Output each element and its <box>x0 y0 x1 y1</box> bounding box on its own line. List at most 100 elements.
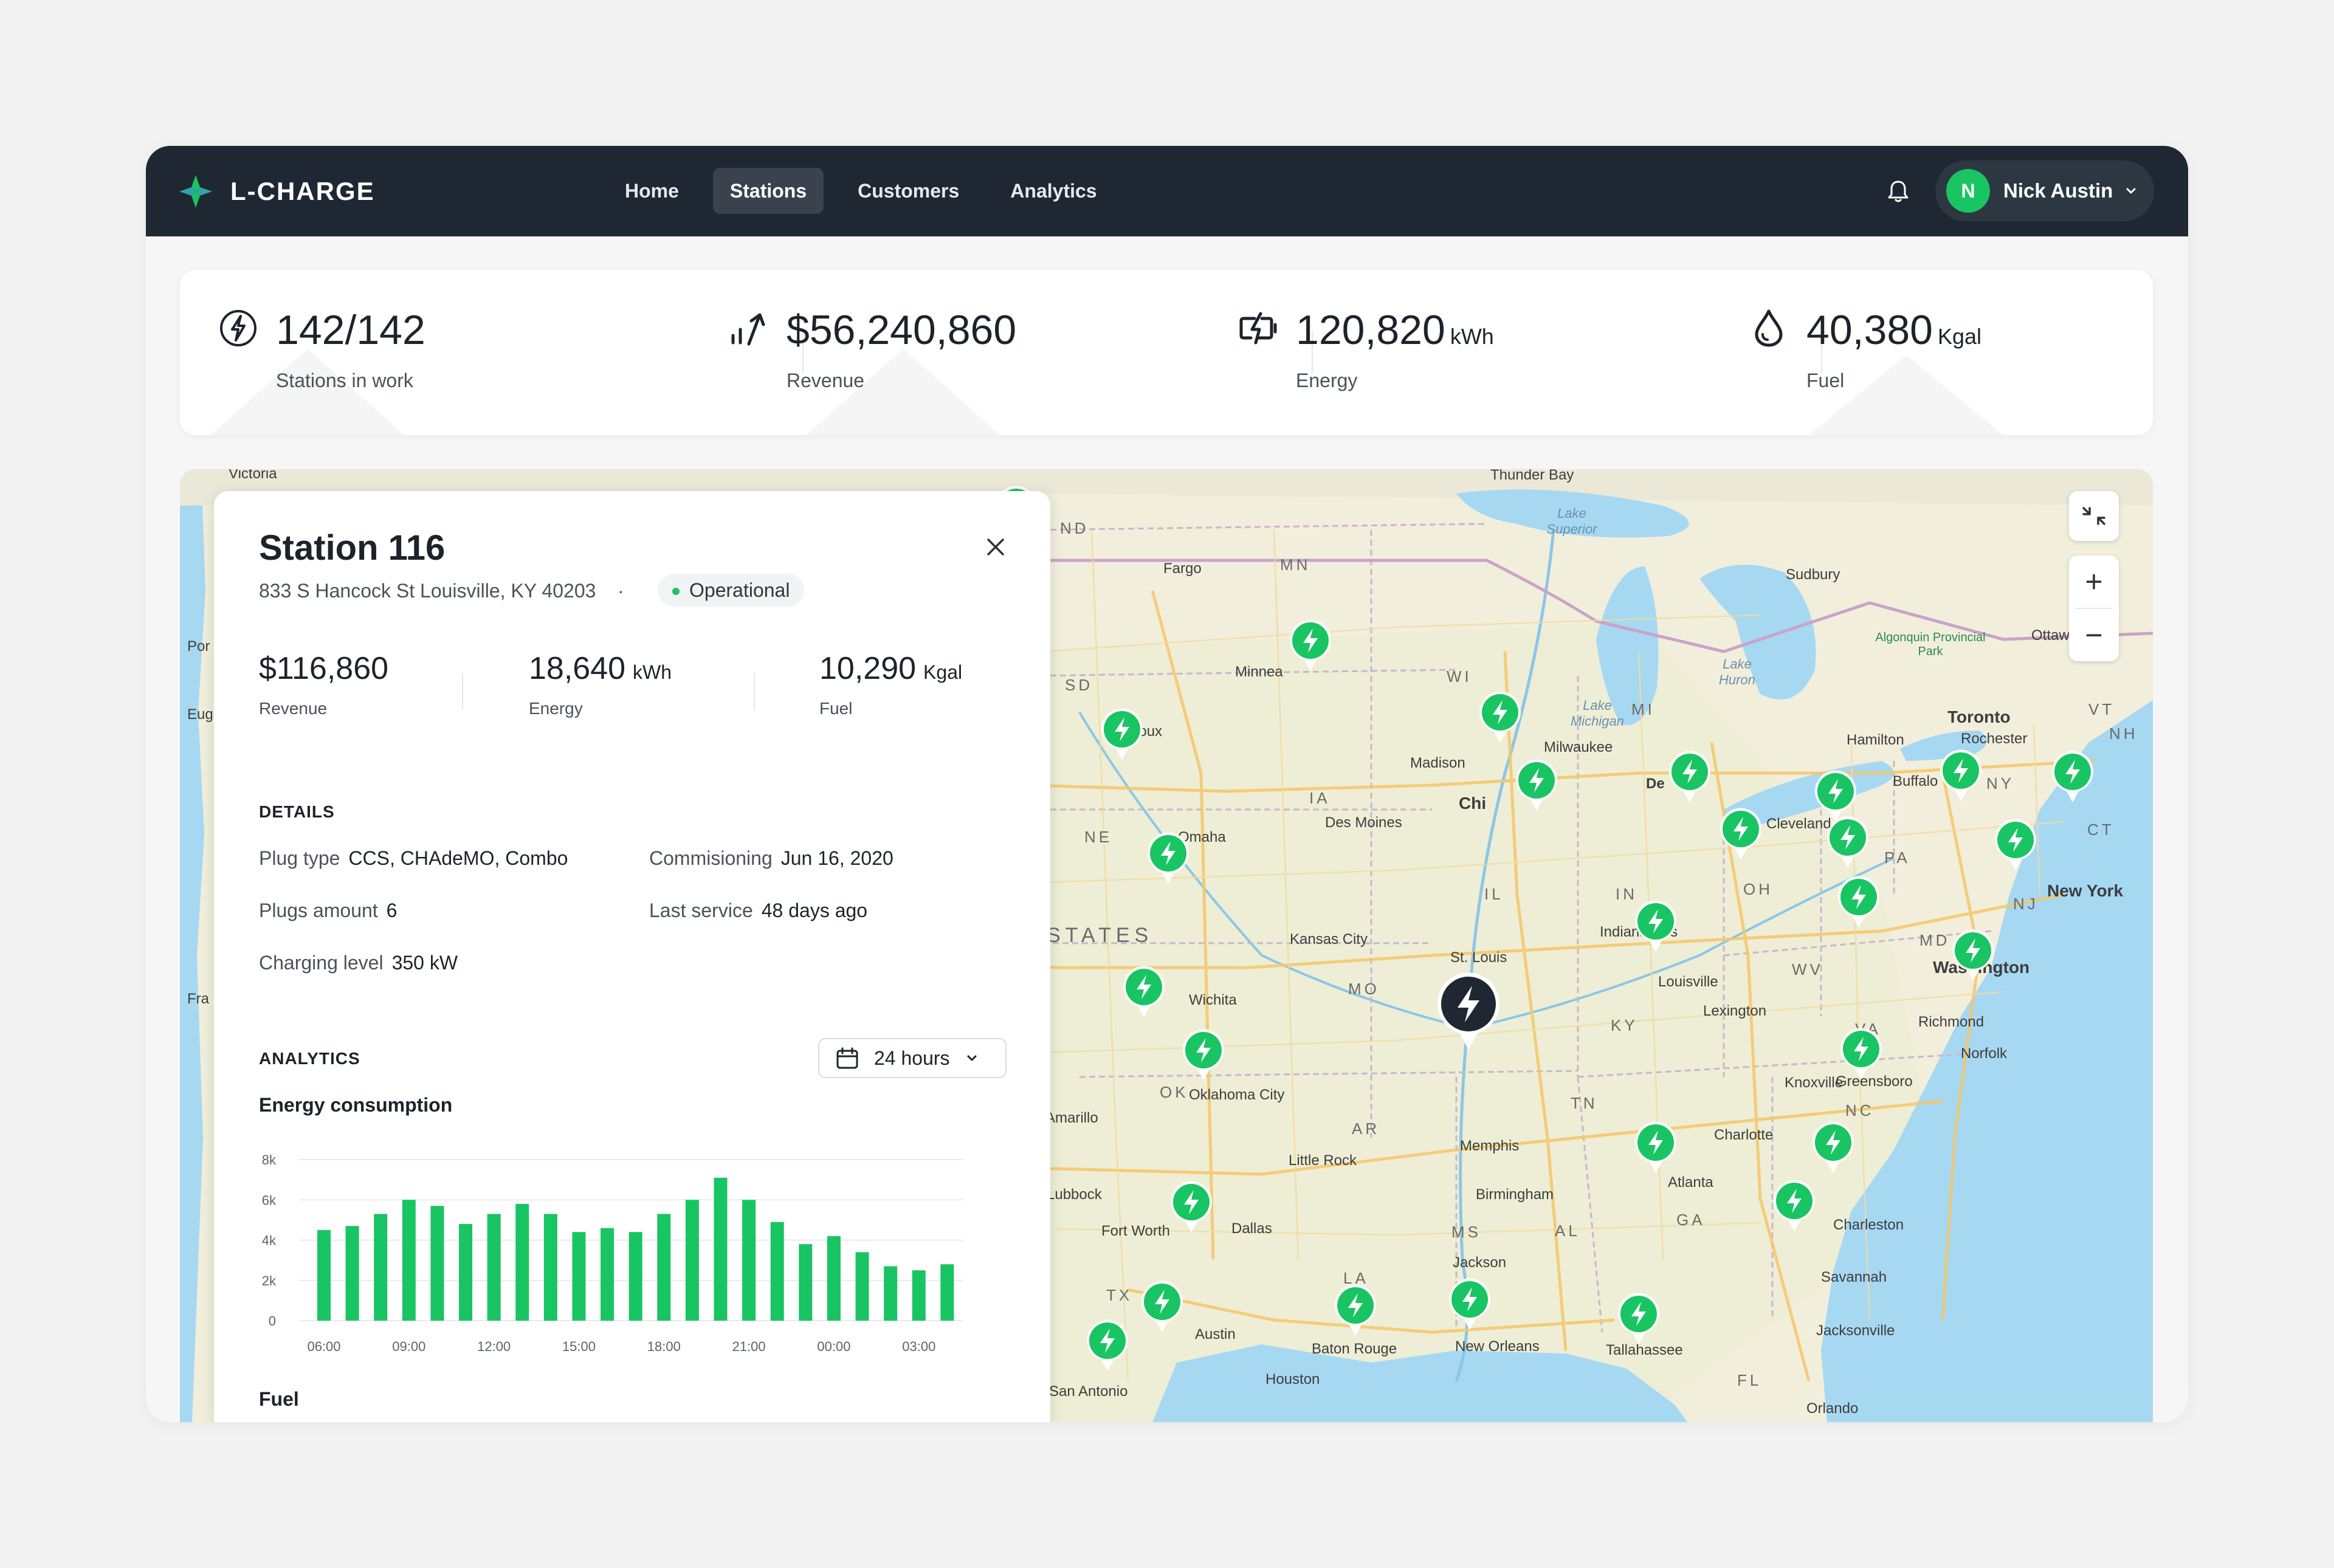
time-range-select[interactable]: 24 hours <box>818 1038 1007 1078</box>
map-label: Hamilton <box>1847 732 1904 748</box>
metric-value: 10,290 Kgal <box>819 650 962 687</box>
map-label: Cleveland <box>1766 816 1831 832</box>
chart-bar[interactable] <box>628 1232 642 1321</box>
map-state-label: OH <box>1743 880 1773 898</box>
metric-number: 10,290 <box>819 651 917 686</box>
user-menu[interactable]: N Nick Austin <box>1935 160 2154 221</box>
chart-bar[interactable] <box>827 1236 841 1321</box>
divider <box>1821 331 1822 373</box>
map-label: Knoxville <box>1785 1075 1843 1091</box>
chart-bar[interactable] <box>459 1224 473 1321</box>
brand-logo[interactable]: L-CHARGE <box>178 174 375 209</box>
station-pin[interactable] <box>1120 963 1168 1019</box>
metric-value: $116,860 <box>259 651 389 686</box>
station-pin[interactable] <box>1445 1275 1494 1331</box>
detail-key: Plugs amount <box>259 899 378 921</box>
chart-bar[interactable] <box>770 1222 784 1321</box>
notification-bell-icon[interactable] <box>1883 176 1913 207</box>
collapse-map-button[interactable] <box>2069 491 2119 541</box>
chart-bar[interactable] <box>601 1228 614 1321</box>
x-tick-label: 21:00 <box>732 1339 766 1354</box>
station-pin[interactable] <box>1770 1177 1819 1233</box>
chart-bar[interactable] <box>543 1214 557 1321</box>
station-pin[interactable] <box>1179 1026 1228 1082</box>
x-tick-label: 03:00 <box>902 1339 935 1354</box>
zoom-in-button[interactable]: + <box>2085 565 2103 599</box>
station-pin[interactable] <box>1083 1316 1132 1372</box>
stat-value: 40,380 Kgal <box>1806 306 1981 354</box>
chart-bar[interactable] <box>742 1200 756 1321</box>
station-pin[interactable] <box>1098 705 1146 761</box>
station-pin[interactable] <box>1949 926 1997 982</box>
chart-bar[interactable] <box>657 1214 671 1321</box>
station-pin[interactable] <box>1476 688 1524 744</box>
station-pin[interactable] <box>1286 616 1335 672</box>
metric-label: Fuel <box>819 699 853 718</box>
map-state-label: WV <box>1792 960 1823 978</box>
station-pin[interactable] <box>1631 897 1680 953</box>
chart-bar[interactable] <box>912 1270 926 1321</box>
close-icon[interactable] <box>983 535 1008 559</box>
map-label: New York <box>2047 881 2124 900</box>
map-label: Fort Worth <box>1101 1223 1170 1239</box>
station-pin[interactable] <box>1167 1178 1216 1234</box>
nav-stations[interactable]: Stations <box>712 168 824 214</box>
chart-bar[interactable] <box>572 1232 586 1321</box>
station-pin[interactable] <box>1991 816 2040 872</box>
stat-value: $56,240,860 <box>787 307 1017 353</box>
map-label: Chi <box>1459 794 1487 813</box>
chart-bar[interactable] <box>345 1226 359 1321</box>
station-pin[interactable] <box>1665 748 1714 803</box>
station-pin[interactable] <box>1936 746 1985 802</box>
nav-analytics[interactable]: Analytics <box>1010 179 1097 202</box>
station-pin[interactable] <box>1834 873 1883 929</box>
station-pin[interactable] <box>1331 1281 1380 1337</box>
top-navigation-bar: L-CHARGE Home Stations Customers Analyti… <box>146 146 2188 236</box>
station-pin-selected[interactable] <box>1432 968 1505 1051</box>
chart-bar[interactable] <box>430 1206 444 1321</box>
app-window: L-CHARGE Home Stations Customers Analyti… <box>146 146 2188 1422</box>
station-pin[interactable] <box>2048 748 2097 803</box>
map-state-label: OK <box>1160 1083 1189 1101</box>
chart-bar[interactable] <box>487 1214 501 1321</box>
chart-bar[interactable] <box>855 1252 869 1321</box>
station-pin[interactable] <box>1823 813 1872 869</box>
map-state-label: AL <box>1555 1222 1580 1240</box>
chart-bar[interactable] <box>884 1266 898 1321</box>
detail-value: CCS, CHAdeMO, Combo <box>348 847 568 869</box>
chart-bar[interactable] <box>799 1244 813 1321</box>
station-pin[interactable] <box>1716 805 1765 861</box>
map-label: Lexington <box>1703 1003 1767 1019</box>
chart-bar[interactable] <box>374 1214 388 1321</box>
chart-bar[interactable] <box>402 1200 416 1321</box>
zoom-out-button[interactable]: − <box>2085 618 2103 652</box>
map-country-label: STATES <box>1047 924 1154 947</box>
station-pin[interactable] <box>1512 756 1561 812</box>
station-pin[interactable] <box>1837 1025 1885 1081</box>
stat-label: Fuel <box>1806 370 1845 391</box>
map-state-label: NE <box>1084 828 1113 846</box>
map-label: Birmingham <box>1476 1186 1554 1203</box>
station-pin[interactable] <box>1811 767 1860 823</box>
map-state-label: SD <box>1065 676 1093 694</box>
chart-bar[interactable] <box>317 1229 331 1321</box>
nav-customers[interactable]: Customers <box>858 179 960 202</box>
chart-bar[interactable] <box>685 1200 699 1321</box>
station-pin[interactable] <box>1614 1290 1663 1346</box>
map-state-label: NY <box>1986 774 2015 793</box>
map-label-water: Lake Huron <box>1719 656 1755 687</box>
metric-fuel: 10,290 Kgal Fuel <box>819 650 962 718</box>
map-label: Baton Rouge <box>1312 1341 1397 1357</box>
chart-bar[interactable] <box>515 1203 529 1321</box>
station-pin[interactable] <box>1138 1277 1186 1333</box>
station-pin[interactable] <box>1144 829 1193 885</box>
lightning-circle-icon <box>220 310 256 346</box>
chart-bar[interactable] <box>940 1264 954 1321</box>
metric-revenue: $116,860 Revenue <box>259 650 388 718</box>
map-label: Richmond <box>1918 1014 1985 1030</box>
user-name: Nick Austin <box>2003 179 2113 202</box>
nav-home[interactable]: Home <box>625 179 679 202</box>
station-pin[interactable] <box>1809 1118 1857 1174</box>
station-pin[interactable] <box>1631 1118 1680 1174</box>
chart-bar[interactable] <box>714 1177 728 1321</box>
